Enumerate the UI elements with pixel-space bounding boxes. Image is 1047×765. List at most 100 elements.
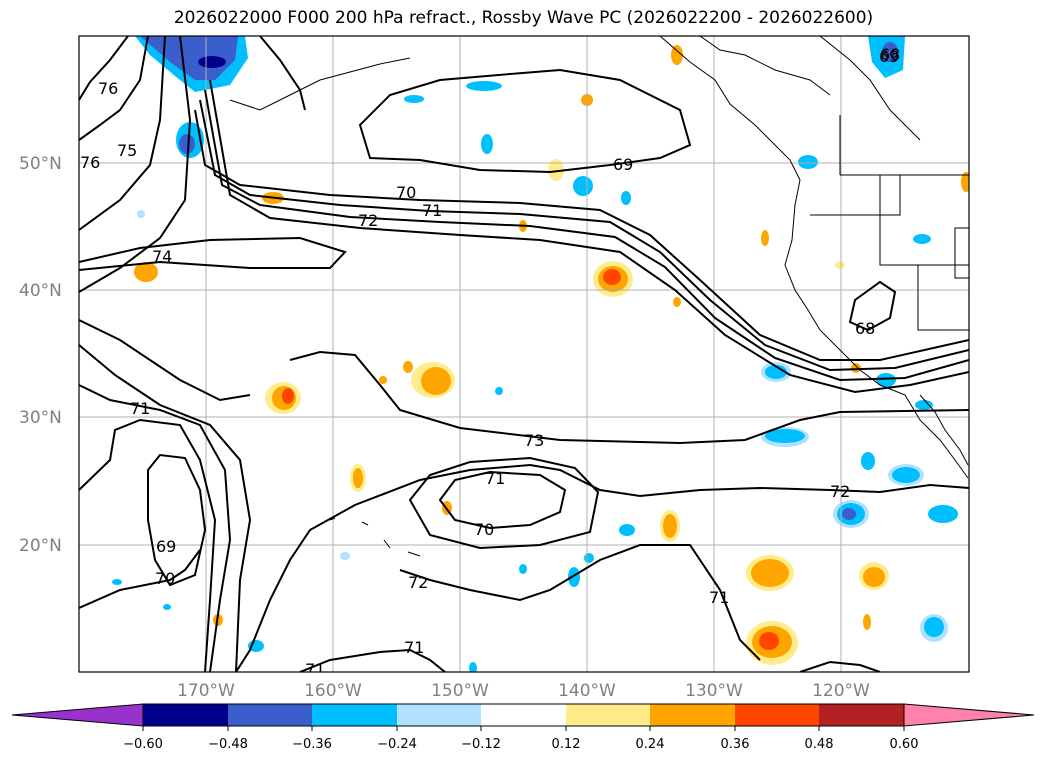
- anomaly-patch: [863, 614, 871, 630]
- anomaly-patch: [761, 230, 769, 246]
- contour-line: [79, 418, 217, 672]
- anomaly-patch: [198, 56, 226, 68]
- colorbar-tick-label: 0.36: [721, 737, 750, 752]
- colorbar-segment: [481, 704, 566, 726]
- longitude-labels: 170°W 160°W 150°W 140°W 130°W 120°W: [177, 681, 870, 701]
- anomaly-patch: [134, 262, 158, 282]
- anomaly-patch: [798, 155, 818, 169]
- colorbar-segment: [735, 704, 819, 726]
- colorbar-tick-label: 0.24: [636, 737, 665, 752]
- colorbar-segment: [397, 704, 481, 726]
- anomaly-patch: [842, 508, 856, 520]
- contour-line: [79, 36, 192, 293]
- lon-label: 160°W: [304, 681, 362, 701]
- contour-label: 71: [130, 399, 150, 418]
- colorbar-segment: [312, 704, 397, 726]
- contour-line: [209, 79, 969, 394]
- contour-label-group: 76 75 76 74 70 71 72 69 68 69 71 73 71 7…: [80, 45, 900, 672]
- colorbar-tick-label: −0.24: [377, 737, 417, 752]
- lon-label: 170°W: [177, 681, 235, 701]
- lon-label: 150°W: [431, 681, 489, 701]
- colorbar-tick-label: 0.60: [890, 737, 919, 752]
- colorbar-extend-right: [903, 703, 1035, 727]
- colorbar-tick-label: 0.48: [805, 737, 834, 752]
- anomaly-patch: [379, 376, 387, 384]
- anomaly-patch: [924, 617, 944, 637]
- contour-line: [399, 544, 761, 661]
- anomaly-patch: [915, 400, 933, 410]
- contour-label: 69: [156, 537, 176, 556]
- colorbar-tick-label: −0.60: [123, 737, 163, 752]
- contour-label: 70: [396, 183, 416, 202]
- contour-line: [204, 89, 969, 382]
- colorbar-segment: [143, 704, 228, 726]
- contour-label: 70: [474, 520, 494, 539]
- contour-line: [259, 36, 306, 111]
- contour-line: [299, 648, 446, 672]
- contour-label: 72: [408, 573, 428, 592]
- anomaly-patch: [892, 467, 920, 483]
- colorbar-extend-left: [11, 703, 144, 727]
- map-frame: [78, 35, 970, 673]
- anomaly-patch: [882, 42, 898, 62]
- contour-line: [79, 384, 232, 672]
- contour-label: 76: [80, 153, 100, 172]
- contour-label: 71: [422, 201, 442, 220]
- contour-line: [438, 470, 567, 530]
- anomaly-patch: [876, 373, 896, 387]
- anomaly-patch: [863, 567, 885, 587]
- contour-label: 73: [524, 431, 544, 450]
- lon-label: 140°W: [558, 681, 616, 701]
- contour-line: [79, 236, 347, 271]
- anomaly-patch: [340, 552, 350, 560]
- anomaly-patch: [765, 429, 805, 443]
- anomaly-patch: [671, 45, 683, 65]
- lat-label: 20°N: [19, 536, 62, 556]
- colorbar-segment: [650, 704, 735, 726]
- colorbar-segment: [566, 704, 650, 726]
- anomaly-patch: [835, 261, 845, 269]
- anomaly-patch: [469, 662, 477, 672]
- contour-label: 71: [709, 588, 729, 607]
- contour-line: [408, 456, 600, 550]
- contour-line: [235, 463, 969, 672]
- contour-line: [848, 280, 897, 332]
- contour-line: [79, 319, 251, 402]
- anomaly-patch: [621, 191, 631, 205]
- colorbar-segment: [228, 704, 312, 726]
- anomaly-patch: [466, 81, 502, 91]
- coastlines: [229, 36, 969, 557]
- anomaly-patch: [421, 367, 451, 395]
- contour-line: [79, 36, 166, 231]
- colorbar-tick-label: −0.48: [208, 737, 248, 752]
- contour-label: 69: [613, 155, 633, 174]
- contour-label: 71: [485, 469, 505, 488]
- contour-line: [358, 68, 692, 174]
- anomaly-patch: [548, 159, 564, 181]
- contour-line: [79, 36, 149, 141]
- colorbar: −0.60 −0.48 −0.36 −0.24 −0.12 0.12 0.24 …: [11, 703, 1035, 752]
- lat-label: 40°N: [19, 281, 62, 301]
- anomaly-patch: [481, 134, 493, 154]
- contour-line: [799, 660, 881, 672]
- anomaly-patch: [759, 632, 779, 650]
- contour-line: [194, 109, 969, 361]
- anomaly-patch: [495, 387, 503, 395]
- anomaly-patch: [573, 176, 593, 196]
- anomaly-patch: [861, 452, 875, 470]
- anomaly-patch: [928, 505, 958, 523]
- lon-label: 120°W: [812, 681, 870, 701]
- contour-label: 72: [830, 482, 850, 501]
- anomaly-patch: [584, 553, 594, 563]
- anomaly-patch: [673, 297, 681, 307]
- contour-label: 75: [117, 141, 137, 160]
- colorbar-segment: [819, 704, 904, 726]
- contour-line: [79, 549, 201, 609]
- anomaly-patch: [179, 134, 195, 154]
- contour-label: 72: [358, 211, 378, 230]
- contour-line: [79, 36, 129, 101]
- contour-line: [199, 99, 969, 372]
- colorbar-ticks: [142, 726, 905, 731]
- contour-label: 76: [98, 79, 118, 98]
